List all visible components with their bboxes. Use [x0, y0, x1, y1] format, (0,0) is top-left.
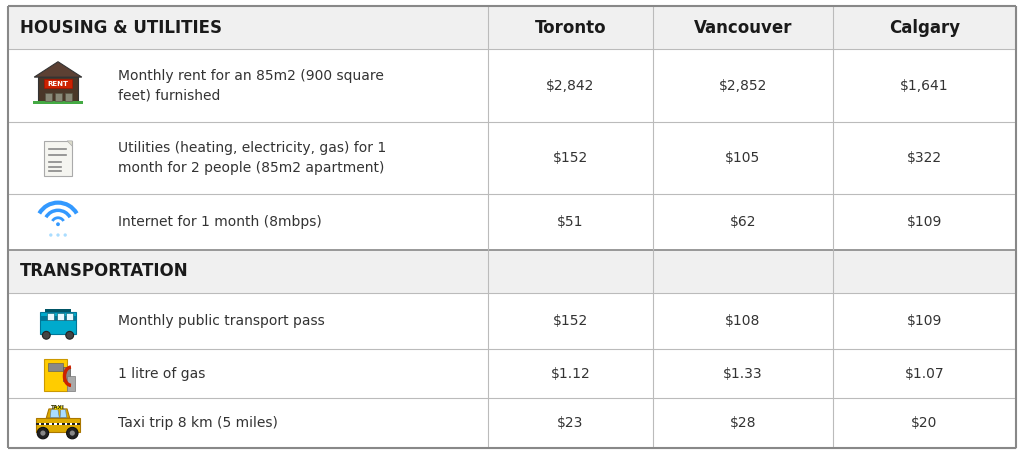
Text: $20: $20	[911, 416, 938, 430]
Bar	[56, 313, 63, 320]
Text: $28: $28	[730, 416, 757, 430]
Bar	[47, 363, 63, 371]
Text: $51: $51	[557, 215, 584, 229]
Bar	[68, 376, 75, 390]
Bar	[36, 418, 80, 432]
Circle shape	[66, 331, 74, 339]
Text: 1 litre of gas: 1 litre of gas	[118, 367, 206, 380]
Bar	[45, 93, 52, 101]
Bar	[47, 313, 54, 320]
Circle shape	[37, 427, 49, 439]
Text: HOUSING & UTILITIES: HOUSING & UTILITIES	[20, 19, 222, 37]
Polygon shape	[34, 62, 82, 77]
Text: $1.07: $1.07	[904, 367, 944, 380]
Bar	[36, 423, 80, 425]
Text: $109: $109	[907, 314, 942, 328]
Text: $2,842: $2,842	[547, 79, 595, 93]
Text: $322: $322	[907, 151, 942, 165]
Circle shape	[42, 331, 50, 339]
Circle shape	[56, 233, 59, 237]
Text: $1.12: $1.12	[551, 367, 591, 380]
Bar	[39, 423, 41, 425]
Text: $108: $108	[725, 314, 761, 328]
Bar	[66, 313, 73, 320]
Bar	[54, 423, 56, 425]
Text: TAXI: TAXI	[51, 405, 65, 410]
Circle shape	[56, 222, 60, 226]
Polygon shape	[60, 410, 67, 418]
Text: $152: $152	[553, 314, 588, 328]
Bar	[65, 423, 68, 425]
Text: TRANSPORTATION: TRANSPORTATION	[20, 262, 188, 281]
Bar	[55, 93, 62, 101]
Polygon shape	[8, 194, 1016, 250]
Text: $109: $109	[907, 215, 942, 229]
Bar	[63, 367, 70, 381]
Bar	[44, 79, 72, 89]
Polygon shape	[50, 410, 59, 418]
Bar	[44, 360, 68, 390]
Text: $152: $152	[553, 151, 588, 165]
Text: $1.33: $1.33	[723, 367, 763, 380]
Bar	[59, 423, 61, 425]
Polygon shape	[68, 141, 73, 146]
Text: Internet for 1 month (8mbps): Internet for 1 month (8mbps)	[118, 215, 322, 229]
Polygon shape	[8, 399, 1016, 448]
Bar	[39, 77, 78, 102]
Bar	[44, 141, 73, 176]
Text: Vancouver: Vancouver	[693, 19, 793, 37]
Text: $1,641: $1,641	[900, 79, 949, 93]
Circle shape	[67, 427, 78, 439]
Bar	[75, 423, 78, 425]
Text: Toronto: Toronto	[535, 19, 606, 37]
Text: Calgary: Calgary	[889, 19, 961, 37]
Bar	[70, 423, 73, 425]
Text: Taxi trip 8 km (5 miles): Taxi trip 8 km (5 miles)	[118, 416, 278, 430]
Polygon shape	[8, 49, 1016, 122]
Bar	[45, 309, 71, 312]
Polygon shape	[8, 6, 1016, 49]
Polygon shape	[8, 250, 1016, 293]
Circle shape	[49, 233, 52, 237]
Polygon shape	[8, 349, 1016, 399]
Bar	[40, 312, 76, 334]
Bar	[65, 93, 72, 101]
Polygon shape	[46, 409, 70, 418]
Text: Monthly public transport pass: Monthly public transport pass	[118, 314, 325, 328]
Text: $23: $23	[557, 416, 584, 430]
Polygon shape	[8, 293, 1016, 349]
Polygon shape	[8, 122, 1016, 194]
Circle shape	[40, 430, 45, 436]
Text: RENT: RENT	[47, 80, 69, 87]
Text: Utilities (heating, electricity, gas) for 1
month for 2 people (85m2 apartment): Utilities (heating, electricity, gas) fo…	[118, 141, 386, 174]
Text: $62: $62	[730, 215, 757, 229]
Text: $105: $105	[725, 151, 761, 165]
Bar	[40, 316, 76, 321]
Bar	[44, 423, 46, 425]
Bar	[54, 406, 61, 409]
Circle shape	[63, 233, 67, 237]
Bar	[49, 423, 51, 425]
Circle shape	[70, 430, 75, 436]
Bar	[33, 101, 83, 104]
Text: Monthly rent for an 85m2 (900 square
feet) furnished: Monthly rent for an 85m2 (900 square fee…	[118, 69, 384, 102]
Text: $2,852: $2,852	[719, 79, 767, 93]
